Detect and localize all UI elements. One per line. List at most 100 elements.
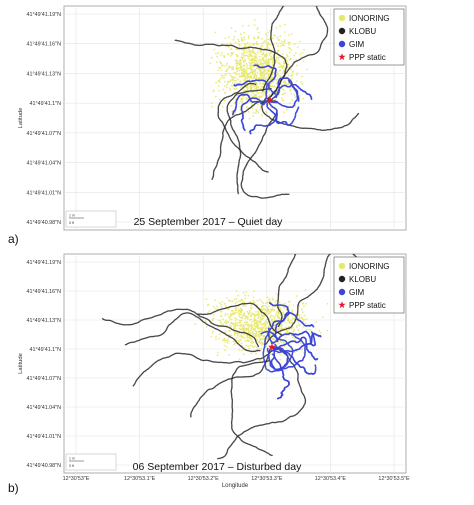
ionoring-point (287, 63, 289, 65)
klobu-point (299, 244, 301, 246)
ionoring-point (232, 76, 234, 78)
ionoring-point (275, 316, 277, 318)
ionoring-point (243, 36, 245, 38)
ionoring-point (210, 336, 212, 338)
ionoring-point (257, 300, 259, 302)
ionoring-point (260, 348, 262, 350)
ionoring-point (252, 78, 254, 80)
ionoring-point (264, 69, 266, 71)
ionoring-point (300, 81, 302, 83)
klobu-point (284, 4, 286, 6)
ionoring-point (243, 324, 245, 326)
ionoring-point (322, 317, 324, 319)
ionoring-point (265, 33, 267, 35)
ionoring-point (276, 311, 278, 313)
ionoring-point (241, 102, 243, 104)
ionoring-point (240, 98, 242, 100)
ionoring-point (241, 69, 243, 71)
ionoring-point (246, 311, 248, 313)
ionoring-point (281, 327, 283, 329)
klobu-point (287, 2, 289, 4)
ionoring-point (237, 295, 239, 297)
ionoring-point (231, 27, 233, 29)
ionoring-point (211, 106, 213, 108)
ionoring-point (288, 34, 290, 36)
ionoring-point (251, 64, 253, 66)
ionoring-point (248, 341, 250, 343)
klobu-point (267, 171, 269, 173)
ionoring-point (265, 59, 267, 61)
ionoring-point (243, 353, 245, 355)
ionoring-point (220, 54, 222, 56)
y-tick-label: 41°49'41.01"N (27, 434, 62, 440)
ionoring-point (277, 353, 279, 355)
klobu-point (351, 252, 353, 254)
ionoring-point (267, 301, 269, 303)
ionoring-point (303, 49, 305, 51)
klobu-point (313, 0, 315, 1)
klobu-point (316, 5, 318, 7)
ionoring-point (251, 328, 253, 330)
ionoring-point (283, 81, 285, 83)
ionoring-point (266, 64, 268, 66)
ionoring-point (258, 60, 260, 62)
y-axis-label: Latitude (18, 108, 24, 129)
ionoring-point (226, 87, 228, 89)
x-axis-label: Longitude (222, 483, 249, 489)
gim-point (244, 129, 246, 131)
ionoring-point (219, 61, 221, 63)
ionoring-point (267, 43, 269, 45)
ionoring-point (259, 360, 261, 362)
ionoring-point (287, 56, 289, 58)
ionoring-point (264, 54, 266, 56)
ionoring-point (253, 60, 255, 62)
ionoring-point (257, 334, 259, 336)
ionoring-point (244, 77, 246, 79)
ionoring-point (259, 322, 261, 324)
klobu-point (314, 2, 316, 4)
ionoring-point (256, 61, 258, 63)
ionoring-point (244, 298, 246, 300)
ionoring-point (215, 96, 217, 98)
ionoring-point (270, 107, 272, 109)
ionoring-point (293, 94, 295, 96)
ionoring-point (223, 339, 225, 341)
ionoring-point (301, 308, 303, 310)
ionoring-point (238, 312, 240, 314)
ionoring-point (206, 326, 208, 328)
ionoring-point (306, 318, 308, 320)
ionoring-point (304, 315, 306, 317)
ionoring-point (279, 63, 281, 65)
ionoring-point (254, 302, 256, 304)
ionoring-point (302, 311, 304, 313)
ionoring-point (263, 308, 265, 310)
ionoring-point (252, 84, 254, 86)
ionoring-point (269, 317, 271, 319)
ionoring-point (266, 311, 268, 313)
ionoring-point (215, 53, 217, 55)
ionoring-point (235, 30, 237, 32)
ionoring-point (225, 331, 227, 333)
ionoring-point (264, 335, 266, 337)
ionoring-point (252, 341, 254, 343)
ionoring-point (258, 92, 260, 94)
klobu-point (344, 246, 346, 248)
ionoring-point (243, 292, 245, 294)
klobu-point (285, 3, 287, 5)
klobu-point (297, 248, 299, 250)
ionoring-point (222, 106, 224, 108)
ionoring-point (253, 324, 255, 326)
ionoring-point (257, 328, 259, 330)
ionoring-point (251, 326, 253, 328)
ionoring-point (247, 67, 249, 69)
ionoring-point (213, 91, 215, 93)
ionoring-point (290, 75, 292, 77)
ionoring-point (292, 318, 294, 320)
ionoring-point (249, 73, 251, 75)
ionoring-point (238, 300, 240, 302)
ionoring-point (235, 68, 237, 70)
ionoring-point (224, 37, 226, 39)
ionoring-point (221, 75, 223, 77)
ionoring-point (276, 58, 278, 60)
ionoring-point (238, 309, 240, 311)
